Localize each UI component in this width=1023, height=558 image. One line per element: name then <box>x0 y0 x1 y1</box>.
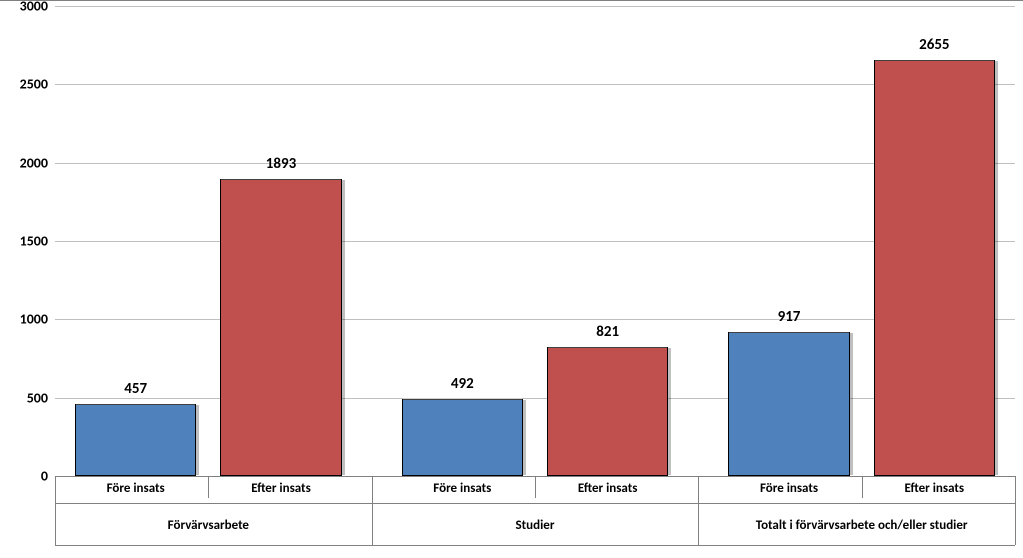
axis-bottom-line <box>55 545 1015 546</box>
ytick-label: 500 <box>8 389 48 406</box>
axis-tick <box>208 476 209 498</box>
ytick-label: 1500 <box>8 233 48 250</box>
group-label: Förvärvsarbete <box>60 505 357 545</box>
category-label: Efter insats <box>210 481 351 496</box>
ytick-label: 3000 <box>8 0 48 15</box>
plot-area <box>55 6 1015 476</box>
bar <box>220 179 341 476</box>
data-label: 917 <box>778 308 801 326</box>
data-label: 2655 <box>919 36 949 54</box>
data-label: 821 <box>596 323 619 341</box>
group-divider <box>698 476 699 545</box>
bar <box>728 332 849 476</box>
ytick-label: 2500 <box>8 76 48 93</box>
axis-tick <box>535 476 536 498</box>
ytick-label: 1000 <box>8 311 48 328</box>
gridline <box>55 6 1015 7</box>
axis-row-divider <box>55 503 1015 504</box>
category-label: Efter insats <box>537 481 678 496</box>
axis-tick <box>55 476 56 545</box>
axis-tick <box>1015 476 1016 545</box>
group-label: Studier <box>387 505 684 545</box>
gridline <box>55 84 1015 85</box>
gridline <box>55 241 1015 242</box>
data-label: 457 <box>124 380 147 398</box>
category-label: Före insats <box>65 481 206 496</box>
gridline <box>55 319 1015 320</box>
data-label: 1893 <box>266 155 296 173</box>
ytick-label: 0 <box>8 468 48 485</box>
group-label: Totalt i förvärvsarbete och/eller studie… <box>713 505 1010 545</box>
data-label: 492 <box>451 375 474 393</box>
axis-tick <box>862 476 863 498</box>
bar <box>75 404 196 476</box>
ytick-label: 2000 <box>8 154 48 171</box>
group-divider <box>372 476 373 545</box>
category-label: Före insats <box>718 481 859 496</box>
gridline <box>55 163 1015 164</box>
bar <box>874 60 995 476</box>
category-label: Efter insats <box>864 481 1005 496</box>
bar <box>547 347 668 476</box>
chart-container: 0 500 1000 1500 2000 2500 3000 457 Före insats 18… <box>0 0 1023 558</box>
bar <box>402 399 523 476</box>
category-label: Före insats <box>392 481 533 496</box>
gridline <box>55 398 1015 399</box>
